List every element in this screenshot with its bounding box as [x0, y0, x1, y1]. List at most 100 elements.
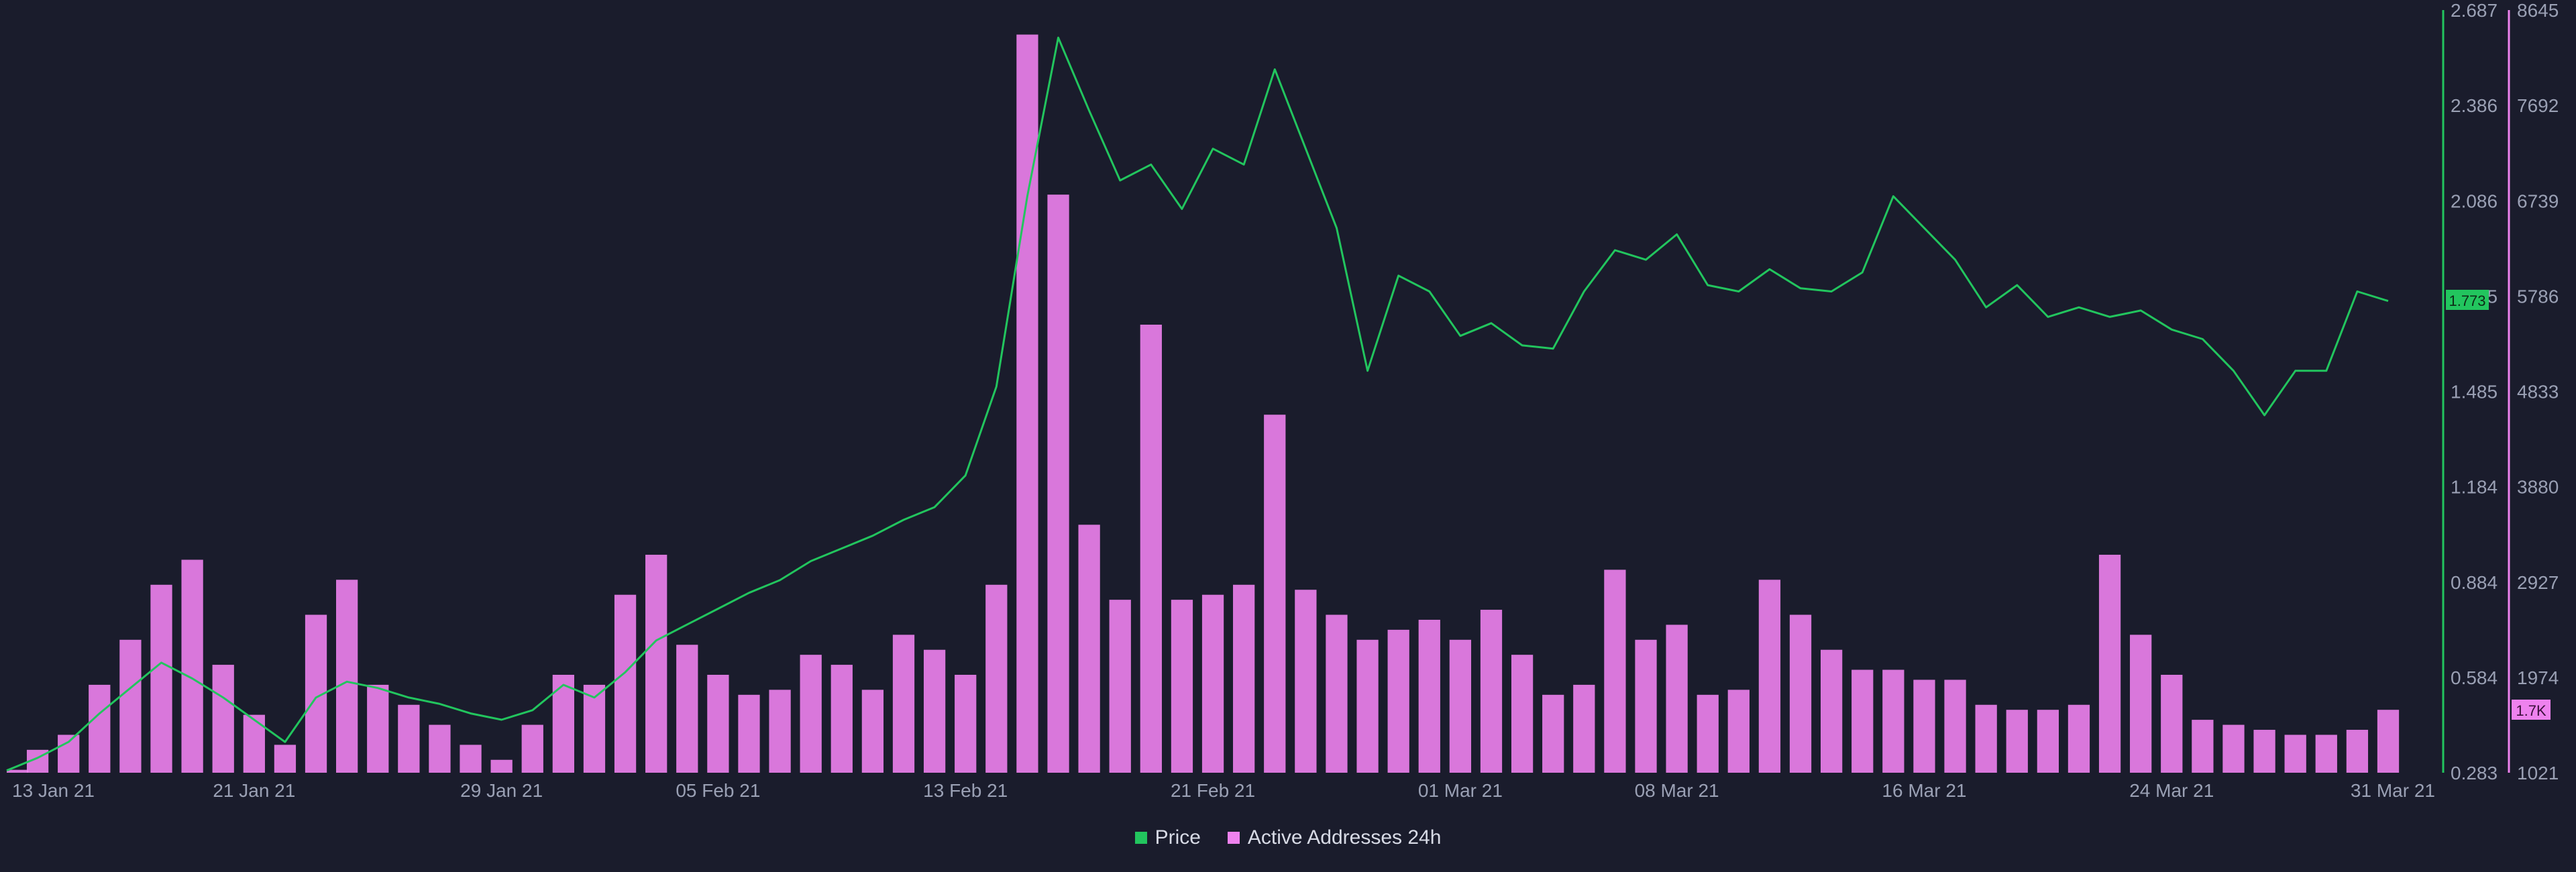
legend-label-addresses: Active Addresses 24h	[1247, 826, 1442, 849]
address-bar	[861, 690, 884, 773]
addresses-tick-label: 3880	[2517, 477, 2559, 498]
address-bar	[1480, 610, 1503, 773]
address-bar	[2006, 710, 2028, 773]
address-bar	[243, 714, 265, 773]
address-bar	[1295, 590, 1317, 773]
address-bar	[1666, 624, 1688, 773]
address-bar	[1233, 584, 1255, 773]
x-tick-label: 24 Mar 21	[2129, 780, 2214, 801]
x-tick-label: 29 Jan 21	[460, 780, 543, 801]
address-bar	[1109, 600, 1131, 773]
price-line	[6, 36, 2389, 772]
address-bar	[367, 684, 389, 773]
address-bar	[1913, 679, 1935, 773]
address-bar	[398, 704, 420, 773]
address-bar	[2377, 710, 2400, 773]
address-bar	[2068, 704, 2090, 773]
address-bar	[1140, 325, 1162, 773]
address-bar	[645, 555, 667, 773]
x-tick-label: 31 Mar 21	[2351, 780, 2435, 801]
price-tick-label: 1.485	[2451, 382, 2498, 402]
x-tick-label: 13 Feb 21	[923, 780, 1008, 801]
address-bar	[89, 684, 111, 773]
address-bar	[212, 665, 234, 773]
address-bar	[119, 639, 142, 773]
address-bar	[1449, 639, 1472, 773]
price-tick-label: 0.283	[2451, 763, 2498, 783]
address-bar	[2315, 734, 2337, 773]
address-bar	[552, 674, 575, 773]
address-bar	[1418, 619, 1440, 773]
price-axis-ticks: 2.6872.3862.0861.7851.4851.1840.8840.584…	[2451, 0, 2498, 783]
address-bar	[1758, 580, 1781, 773]
address-bar	[2284, 734, 2306, 773]
legend-label-price: Price	[1155, 826, 1201, 849]
addresses-tick-label: 2927	[2517, 572, 2559, 593]
address-bar	[460, 745, 482, 773]
address-bar	[1975, 704, 1997, 773]
price-tick-label: 2.386	[2451, 95, 2498, 116]
price-swatch	[1134, 832, 1147, 844]
address-bar	[2253, 730, 2275, 773]
addresses-tick-label: 5786	[2517, 286, 2559, 307]
address-bar	[336, 580, 358, 773]
address-bar	[7, 769, 29, 773]
address-bar	[614, 594, 637, 773]
address-bar	[2037, 710, 2059, 773]
x-tick-label: 16 Mar 21	[1882, 780, 1966, 801]
x-tick-label: 01 Mar 21	[1418, 780, 1503, 801]
address-bar	[1604, 569, 1626, 773]
address-bar	[1078, 525, 1100, 773]
address-bar	[2346, 730, 2369, 773]
address-bar	[2192, 720, 2214, 773]
address-bar	[1944, 679, 1966, 773]
address-bar	[1326, 614, 1348, 773]
address-bar	[1016, 34, 1038, 773]
price-badge-value: 1.773	[2449, 292, 2485, 309]
address-bar	[1047, 195, 1069, 773]
address-bar	[1635, 639, 1657, 773]
address-bar	[738, 694, 760, 773]
address-bar	[1201, 594, 1224, 773]
address-bar	[429, 724, 451, 773]
address-bar	[490, 759, 513, 773]
addresses-axis-ticks: 8645 7692 6739 5786 4833 3880 2927 1974 1021	[2517, 0, 2559, 783]
x-tick-label: 21 Feb 21	[1171, 780, 1255, 801]
address-bar	[1356, 639, 1379, 773]
x-axis-ticks: 13 Jan 21 21 Jan 21 29 Jan 21 05 Feb 21 13 F…	[12, 780, 2435, 801]
addresses-badge: 1.7K	[2512, 700, 2551, 720]
address-bar	[830, 665, 853, 773]
price-tick-label: 2.687	[2451, 0, 2498, 21]
address-bar	[769, 690, 791, 773]
address-bar	[150, 584, 172, 773]
address-bar	[892, 635, 915, 773]
address-bar	[985, 584, 1008, 773]
address-bar	[800, 655, 822, 773]
address-bar	[2161, 674, 2183, 773]
address-bar	[2098, 555, 2121, 773]
price-badge: 1.773	[2446, 290, 2489, 310]
addresses-tick-label: 1974	[2517, 667, 2559, 688]
address-bar	[1264, 415, 1286, 773]
address-bar	[1171, 600, 1193, 773]
legend-item-addresses[interactable]: Active Addresses 24h	[1227, 826, 1442, 849]
address-bar	[274, 745, 297, 773]
addresses-tick-label: 4833	[2517, 382, 2559, 402]
x-tick-label: 05 Feb 21	[676, 780, 760, 801]
price-tick-label: 2.086	[2451, 190, 2498, 211]
address-bar	[1511, 655, 1534, 773]
x-tick-label: 13 Jan 21	[12, 780, 95, 801]
address-bar	[707, 674, 729, 773]
address-bar	[1573, 684, 1595, 773]
address-bar	[1727, 690, 1750, 773]
address-bar	[1387, 629, 1409, 773]
address-bar	[1882, 669, 1904, 773]
address-bar	[2222, 724, 2245, 773]
x-tick-label: 08 Mar 21	[1635, 780, 1719, 801]
legend-item-price[interactable]: Price	[1134, 826, 1201, 849]
address-bar	[955, 674, 977, 773]
price-tick-label: 1.184	[2451, 477, 2498, 498]
address-bar	[1542, 694, 1564, 773]
address-bar	[1851, 669, 1874, 773]
